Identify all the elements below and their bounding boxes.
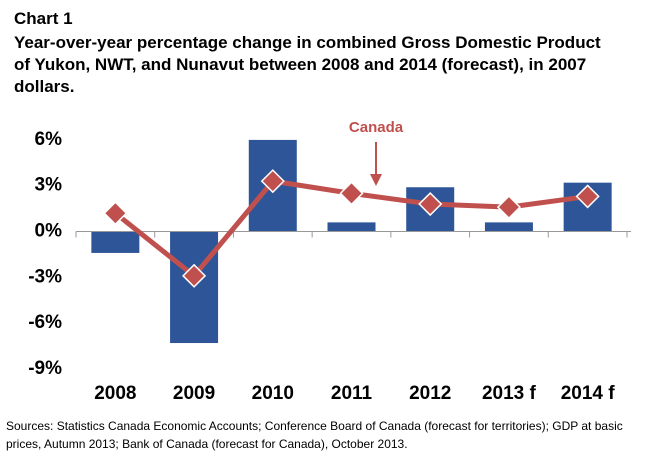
marker	[260, 169, 285, 194]
y-tick-label: -6%	[28, 312, 62, 333]
y-tick-label: 6%	[35, 129, 63, 150]
series-label: Canada	[349, 119, 404, 136]
source-note: Sources: Statistics Canada Economic Acco…	[6, 419, 623, 451]
x-tick-label: 2010	[252, 383, 294, 404]
marker	[418, 191, 443, 217]
marker	[496, 195, 521, 220]
chart-title: Year-over-year percentage change in comb…	[14, 33, 601, 96]
marker	[182, 263, 207, 288]
x-tick-label: 2014 f	[561, 383, 616, 404]
y-tick-label: 0%	[35, 221, 63, 242]
chart-label: Chart 1	[14, 9, 73, 28]
annotation-arrowhead	[370, 174, 382, 186]
bar	[91, 231, 140, 253]
x-tick-label: 2009	[173, 383, 215, 404]
x-tick-label: 2013 f	[482, 383, 537, 404]
y-tick-label: -9%	[28, 358, 62, 379]
bar	[327, 222, 376, 232]
marker	[103, 201, 128, 226]
marker	[575, 184, 600, 209]
y-tick-label: -3%	[28, 266, 62, 287]
x-tick-label: 2012	[409, 383, 451, 404]
x-tick-label: 2008	[94, 383, 136, 404]
x-tick-label: 2011	[331, 383, 373, 404]
bar	[484, 222, 533, 232]
y-tick-label: 3%	[35, 175, 63, 196]
marker	[339, 181, 364, 206]
